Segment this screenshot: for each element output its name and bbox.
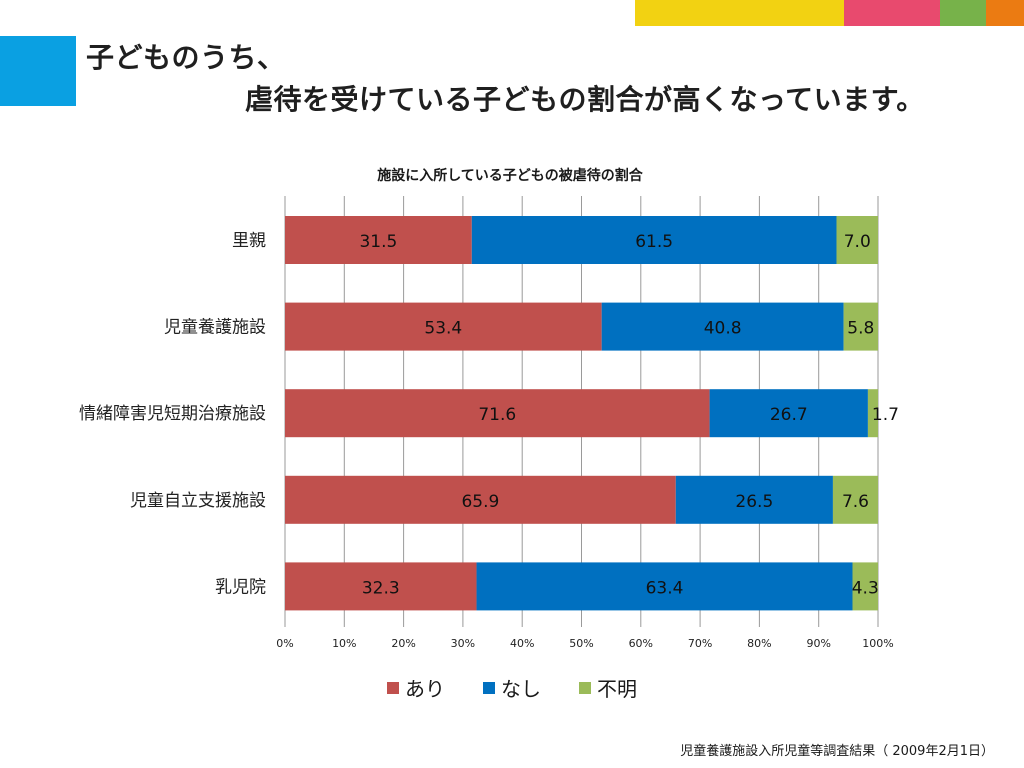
chart-title: 施設に入所している子どもの被虐待の割合 (377, 168, 643, 184)
legend-item-ari: あり (387, 673, 445, 702)
y-category-label: 児童養護施設 (164, 318, 266, 338)
x-tick-label: 20% (391, 637, 415, 650)
bar-segment (476, 562, 853, 611)
slide-title-line1: 子どものうち、 (86, 41, 286, 74)
x-tick-label: 70% (688, 637, 712, 650)
x-tick-label: 60% (629, 637, 653, 650)
x-tick-label: 30% (451, 637, 475, 650)
x-tick-label: 100% (862, 637, 893, 650)
x-tick-label: 90% (806, 637, 830, 650)
bar-segment (867, 389, 878, 438)
data-label: 53.4 (424, 319, 462, 339)
legend-swatch-ari (387, 681, 399, 694)
data-label: 71.6 (478, 405, 516, 425)
legend-item-fumei: 不明 (579, 673, 637, 702)
x-tick-label: 40% (510, 637, 534, 650)
accent-square (0, 36, 76, 106)
source-note: 児童養護施設入所児童等調査結果（ 2009年2月1日） (680, 744, 994, 759)
bar-segment (832, 475, 878, 524)
data-label: 31.5 (359, 232, 397, 252)
data-label: 4.3 (852, 578, 879, 598)
data-label: 26.7 (770, 405, 808, 425)
deco-bar-green (940, 0, 986, 26)
legend-swatch-fumei (579, 681, 591, 694)
bar-segment (601, 302, 844, 351)
data-label: 7.0 (844, 232, 871, 252)
deco-bar-pink (844, 0, 940, 26)
y-category-label: 乳児院 (215, 577, 266, 597)
deco-bar-orange (986, 0, 1024, 26)
bar-segment (709, 389, 868, 438)
x-tick-label: 80% (747, 637, 771, 650)
data-label: 65.9 (461, 492, 499, 512)
y-category-label: 児童自立支援施設 (130, 491, 266, 511)
slide-title-line2: 虐待を受けている子どもの割合が高くなっています。 (245, 83, 925, 116)
bar-segment (285, 389, 710, 438)
bar-segment (836, 216, 878, 264)
y-category-label: 情緒障害児短期治療施設 (79, 404, 266, 424)
data-label: 5.8 (847, 319, 874, 339)
bar-segment (285, 302, 602, 351)
data-label: 7.6 (842, 492, 869, 512)
data-label: 1.7 (872, 405, 899, 425)
x-tick-label: 50% (569, 637, 593, 650)
legend-item-nashi: なし (483, 673, 541, 702)
data-label: 61.5 (635, 232, 673, 252)
bar-segment (285, 216, 472, 264)
x-tick-label: 10% (332, 637, 356, 650)
x-tick-label: 0% (276, 637, 293, 650)
bar-segment (471, 216, 837, 264)
bar-segment (675, 475, 833, 524)
bar-segment (285, 475, 676, 524)
deco-bar-yellow (635, 0, 844, 26)
data-label: 40.8 (704, 319, 742, 339)
legend-swatch-nashi (483, 681, 495, 694)
bar-segment (852, 562, 878, 611)
data-label: 32.3 (362, 578, 400, 598)
bar-segment (843, 302, 878, 351)
legend-label-fumei: 不明 (597, 677, 637, 701)
bar-segment (285, 562, 477, 611)
data-label: 26.5 (735, 492, 773, 512)
legend-label-nashi: なし (501, 677, 541, 701)
legend-label-ari: あり (405, 677, 445, 701)
chart-legend: あり なし 不明 (0, 673, 1024, 702)
data-label: 63.4 (646, 578, 684, 598)
y-category-label: 里親 (232, 231, 266, 251)
